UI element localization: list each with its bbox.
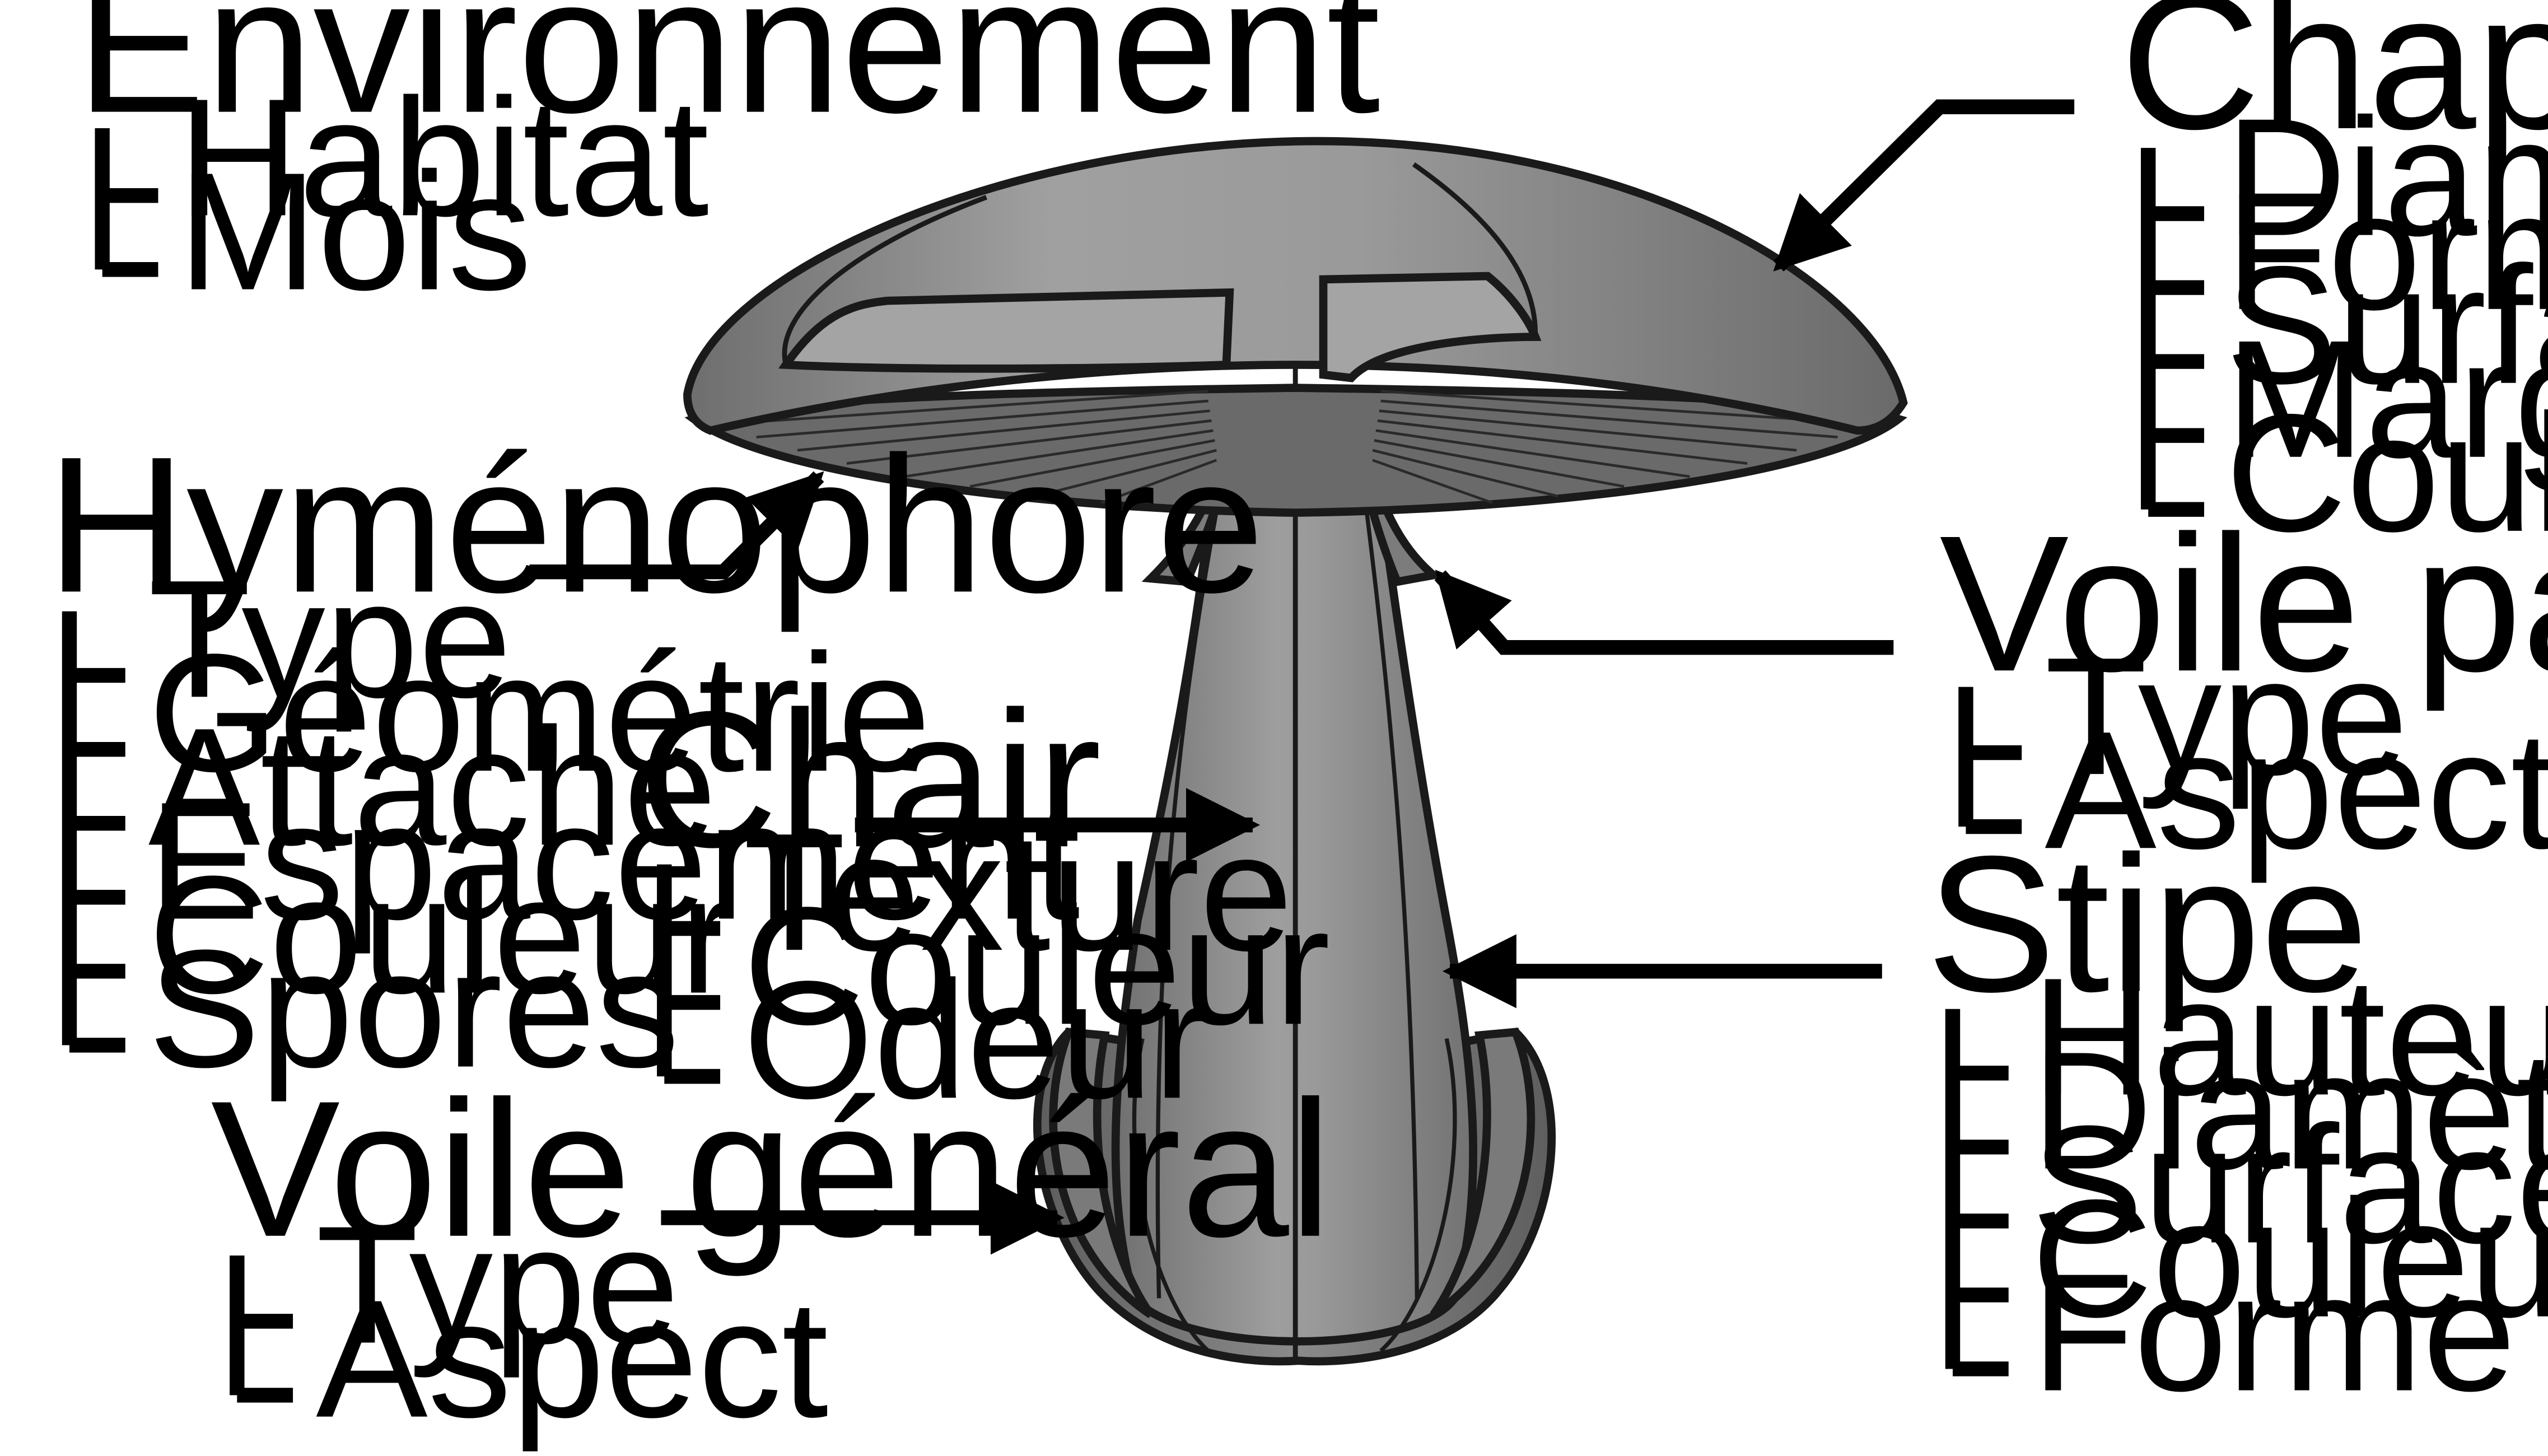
chair-title: Chair [638, 671, 1101, 888]
hymenophore-arrow [529, 471, 824, 580]
tree-lines [2140, 148, 2204, 517]
stipe-item: Couleur [2032, 1165, 2548, 1352]
stipe-item: Diamètre [2032, 1017, 2548, 1204]
label-group-environnement: Environnement Habitat Mois [76, 0, 1381, 325]
chair-item: Couleur [743, 872, 1330, 1060]
label-group-hymenophore: Hyménophore Type Géométrie Attache Espac… [46, 417, 1264, 1103]
cap-cut-outline [1412, 162, 1538, 337]
volva-lobe-right [1430, 1028, 1536, 1318]
hymenophore-item: Espacement [148, 767, 1081, 955]
voile-partiel-title: Voile partiel [1939, 496, 2548, 713]
volva-fold [1132, 1038, 1210, 1352]
label-group-voile-general: Voile général Type Aspect [211, 1061, 1332, 1453]
volva-lobe-left [1049, 1028, 1154, 1318]
voile-partiel-item: Aspect [2045, 697, 2548, 884]
tree-lines [1958, 687, 2022, 834]
hymenophore-item: Spores [148, 916, 679, 1103]
hymenophore-title: Hyménophore [46, 417, 1264, 634]
label-group-chapeau: Chapeau Diamètre Forme Surface Marge Cou… [1773, 0, 2548, 567]
chapeau-item: Forme [2225, 158, 2548, 345]
label-group-voile-partiel: Voile partiel Type Aspect [1434, 496, 2548, 885]
voile-general-title: Voile général [211, 1061, 1332, 1278]
cap-cut-left [778, 288, 1234, 373]
tree-lines [230, 1255, 293, 1403]
stipe-item: Forme [2032, 1239, 2516, 1426]
chapeau-title: Chapeau [2120, 0, 2548, 171]
stipe-title: Stipe [1926, 816, 2368, 1034]
voile-general-item: Type [316, 1192, 679, 1379]
label-group-stipe: Stipe Hauteur Diamètre Surface Couleur F… [1442, 816, 2548, 1426]
tree-lines [1945, 1009, 2009, 1376]
chapeau-item: Diamètre [2225, 84, 2548, 271]
cap-cut-right [1319, 272, 1542, 382]
mushroom-illustration [683, 137, 1908, 1366]
tree-lines [62, 611, 125, 1053]
chapeau-item: Marge [2225, 306, 2548, 493]
tree-lines [95, 128, 158, 277]
gill-lines [723, 390, 1871, 505]
hymenophore-item: Type [148, 545, 512, 733]
stipe-item: Surface [2032, 1091, 2548, 1278]
environnement-title: Environnement [76, 0, 1381, 153]
hymenophore-item: Couleur [148, 841, 735, 1028]
stipe-item: Hauteur [2032, 943, 2548, 1130]
volva-fold [1379, 1038, 1457, 1352]
environnement-item: Habitat [178, 64, 710, 251]
chapeau-item: Surface [2225, 232, 2548, 419]
cap-cut-outline [782, 195, 988, 366]
hymenophore-item: Géométrie [148, 619, 931, 806]
chapeau-item: Couleur [2225, 380, 2548, 567]
stipe-fold-right [1362, 492, 1419, 1299]
hymenophore-item: Attache [148, 693, 717, 880]
voile-partiel-arrow [1434, 570, 1894, 655]
label-group-chair: Chair Texture Couleur Odeur [638, 671, 1330, 1133]
environnement-item: Mois [178, 138, 532, 325]
voile-general-item: Aspect [316, 1266, 829, 1453]
voile-partiel-item: Type [2045, 623, 2408, 810]
tree-lines [657, 864, 721, 1084]
chair-item: Odeur [743, 946, 1209, 1133]
chapeau-arrow [1773, 99, 2075, 272]
